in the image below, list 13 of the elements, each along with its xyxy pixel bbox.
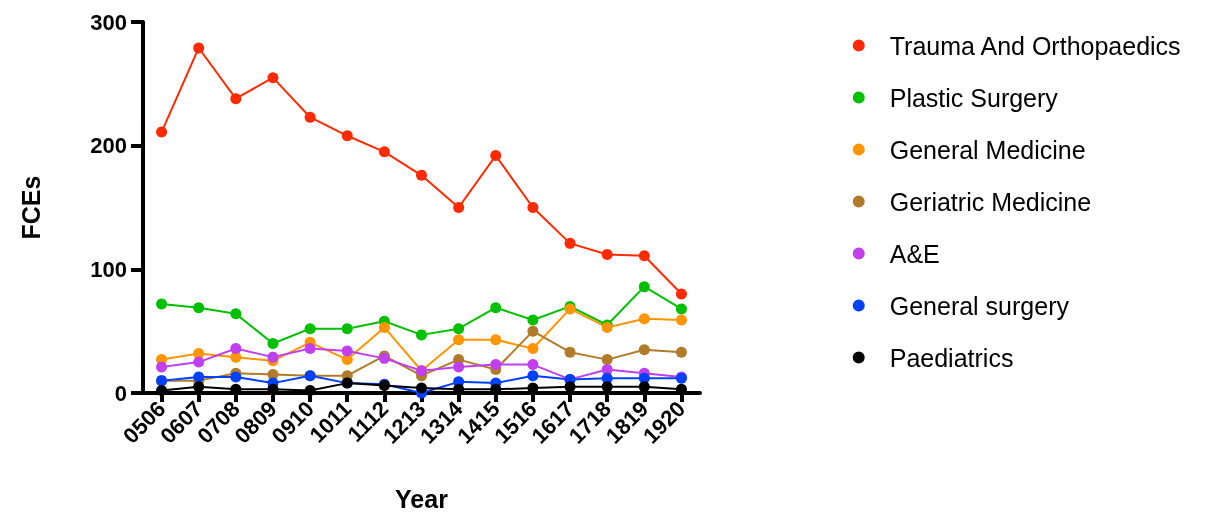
y-tick-label: 200	[90, 133, 127, 159]
y-tick-label: 300	[90, 9, 127, 35]
legend-label: Trauma And Orthopaedics	[889, 31, 1181, 60]
legend-label: Paediatrics	[889, 343, 1014, 372]
legend-label: Plastic Surgery	[889, 83, 1059, 112]
x-axis-title: Year	[395, 484, 449, 513]
legend-label: General surgery	[889, 291, 1070, 320]
y-tick-label: 0	[114, 380, 127, 406]
legend-label: Geriatric Medicine	[889, 187, 1092, 216]
y-tick-label: 100	[90, 256, 127, 282]
legend-label: A&E	[889, 239, 940, 268]
y-axis-title: FCEs	[16, 175, 45, 240]
legend-label: General Medicine	[889, 135, 1086, 164]
